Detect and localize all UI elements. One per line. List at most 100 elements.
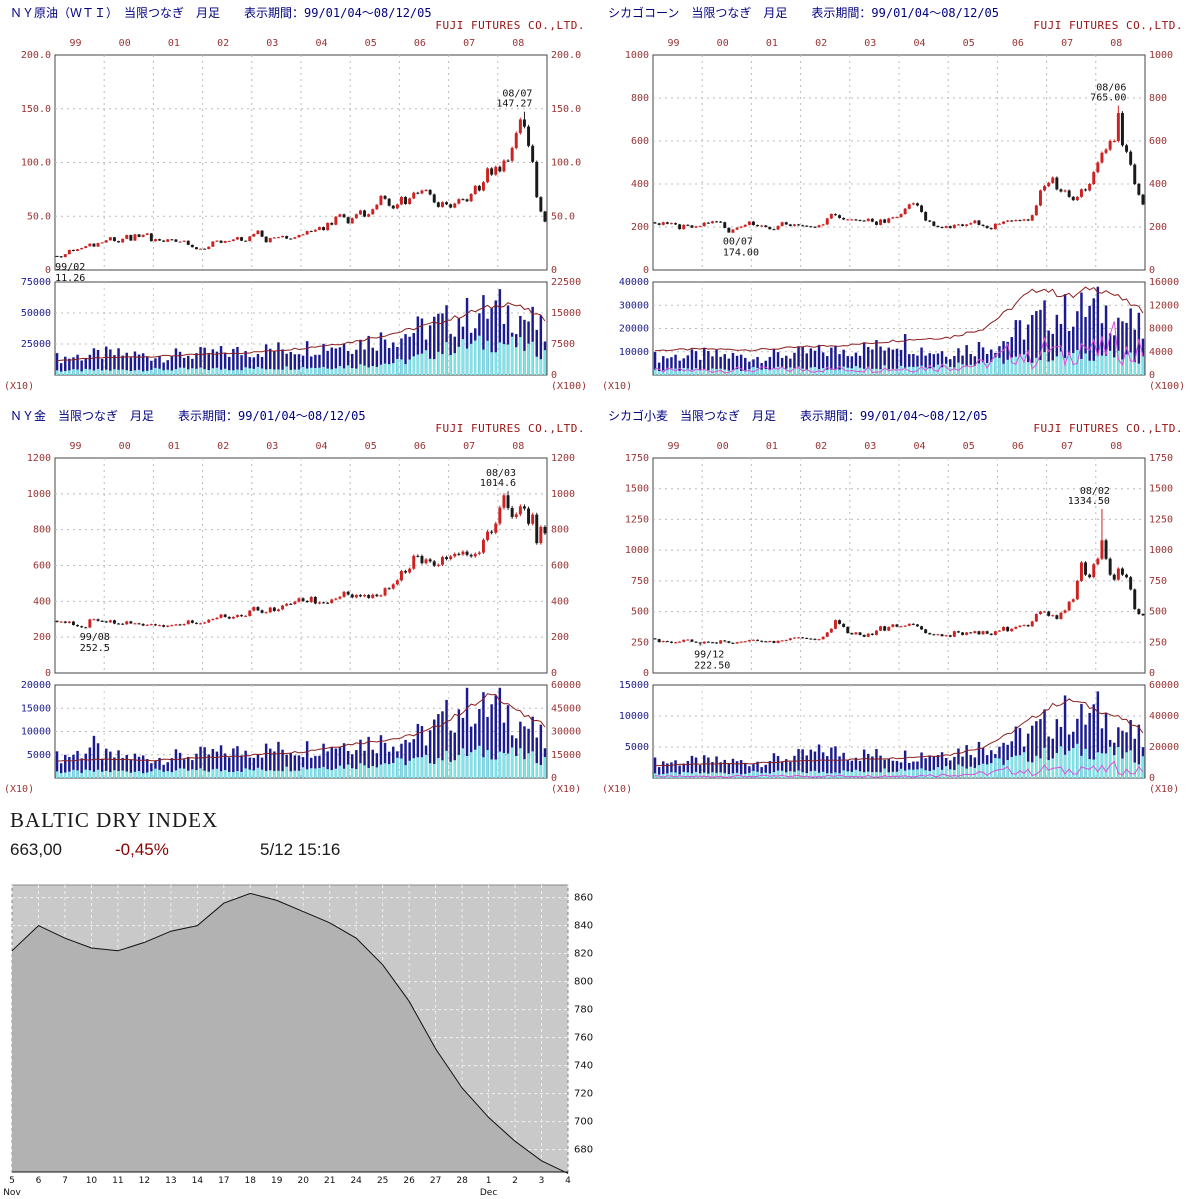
svg-text:08/03: 08/03 [486,468,516,479]
svg-text:20: 20 [298,1176,310,1186]
svg-text:200.0: 200.0 [21,50,51,61]
svg-text:200.0: 200.0 [551,50,581,61]
svg-text:03: 03 [266,441,278,452]
svg-text:860: 860 [574,893,593,904]
svg-text:21: 21 [324,1176,335,1186]
svg-text:08/06: 08/06 [1096,83,1126,94]
svg-text:1000: 1000 [551,489,575,500]
svg-text:5: 5 [9,1176,15,1186]
svg-text:760: 760 [574,1033,593,1044]
svg-text:252.5: 252.5 [80,643,110,654]
svg-text:16000: 16000 [1149,277,1179,288]
svg-text:(X100): (X100) [551,381,587,392]
svg-text:27: 27 [430,1176,441,1186]
svg-text:17: 17 [218,1176,229,1186]
svg-text:(X10): (X10) [1149,784,1179,795]
svg-text:08: 08 [1110,441,1122,452]
svg-text:0: 0 [643,265,649,276]
svg-text:01: 01 [766,441,778,452]
svg-text:3: 3 [539,1176,545,1186]
svg-text:740: 740 [574,1061,593,1072]
svg-text:8000: 8000 [1149,324,1173,335]
svg-text:08: 08 [1110,38,1122,49]
svg-text:04: 04 [315,441,327,452]
svg-text:05: 05 [365,441,377,452]
svg-text:19: 19 [271,1176,283,1186]
panel-chicago-wheat: 99 00 01 02 03 04 05 06 07 08 1750 1750 1500 1500 1250… [598,403,1195,803]
svg-text:11: 11 [112,1176,123,1186]
svg-text:20000: 20000 [619,324,649,335]
svg-text:Nov: Nov [3,1188,21,1198]
svg-text:02: 02 [815,38,827,49]
svg-text:400: 400 [551,596,569,607]
baltic-dry-index-section: BALTIC DRY INDEX 663,00 -0,45% 5/12 15:16 … [0,806,1195,1199]
svg-text:01: 01 [168,441,180,452]
brand-label: FUJI FUTURES CO.,LTD. [435,19,585,32]
svg-text:800: 800 [574,977,593,988]
svg-text:5000: 5000 [27,750,51,761]
svg-text:24: 24 [350,1176,362,1186]
svg-text:40000: 40000 [1149,711,1179,722]
panel-ny-gold: 99 00 01 02 03 04 05 06 07 08 1200 1200 1000 1000 800 8… [0,403,597,803]
svg-text:222.50: 222.50 [694,661,730,672]
svg-text:05: 05 [963,441,975,452]
svg-text:04: 04 [315,38,327,49]
svg-text:10000: 10000 [21,727,51,738]
svg-text:(X10): (X10) [602,381,632,392]
svg-text:07: 07 [1061,441,1073,452]
svg-text:20000: 20000 [21,680,51,691]
svg-text:150.0: 150.0 [551,104,581,115]
svg-text:15000: 15000 [21,703,51,714]
svg-text:04: 04 [913,441,925,452]
svg-text:05: 05 [365,38,377,49]
svg-text:08: 08 [512,441,524,452]
svg-text:06: 06 [1012,38,1024,49]
brand-label: FUJI FUTURES CO.,LTD. [435,422,585,435]
svg-text:99/02: 99/02 [55,262,85,273]
svg-text:60000: 60000 [551,680,581,691]
svg-text:1000: 1000 [1149,545,1173,556]
svg-text:800: 800 [1149,93,1167,104]
brand-label: FUJI FUTURES CO.,LTD. [1033,19,1183,32]
svg-text:680: 680 [574,1145,593,1156]
svg-text:02: 02 [815,441,827,452]
svg-text:01: 01 [168,38,180,49]
svg-text:10000: 10000 [619,347,649,358]
svg-text:150.0: 150.0 [21,104,51,115]
svg-text:01: 01 [766,38,778,49]
svg-text:800: 800 [551,525,569,536]
svg-text:99: 99 [667,38,679,49]
svg-text:1000: 1000 [27,489,51,500]
svg-text:25: 25 [377,1176,388,1186]
baltic-title: BALTIC DRY INDEX [10,808,219,832]
svg-text:1200: 1200 [27,453,51,464]
svg-text:0: 0 [643,668,649,679]
svg-text:22500: 22500 [551,277,581,288]
svg-text:30000: 30000 [551,727,581,738]
svg-text:720: 720 [574,1089,593,1100]
svg-text:800: 800 [631,93,649,104]
svg-text:400: 400 [631,179,649,190]
svg-text:60000: 60000 [1149,680,1179,691]
svg-text:04: 04 [913,38,925,49]
svg-text:147.27: 147.27 [496,99,532,110]
baltic-timestamp: 5/12 15:16 [260,840,341,859]
svg-text:500: 500 [1149,607,1167,618]
svg-text:02: 02 [217,38,229,49]
svg-text:4000: 4000 [1149,347,1173,358]
svg-text:50000: 50000 [21,308,51,319]
svg-text:1250: 1250 [1149,514,1173,525]
svg-text:1000: 1000 [1149,50,1173,61]
svg-text:45000: 45000 [551,703,581,714]
svg-text:30000: 30000 [619,300,649,311]
svg-text:2: 2 [512,1176,518,1186]
svg-text:20000: 20000 [1149,742,1179,753]
svg-text:15000: 15000 [619,680,649,691]
svg-text:0: 0 [551,668,557,679]
svg-text:100.0: 100.0 [551,158,581,169]
svg-text:1: 1 [486,1176,492,1186]
svg-text:500: 500 [631,607,649,618]
